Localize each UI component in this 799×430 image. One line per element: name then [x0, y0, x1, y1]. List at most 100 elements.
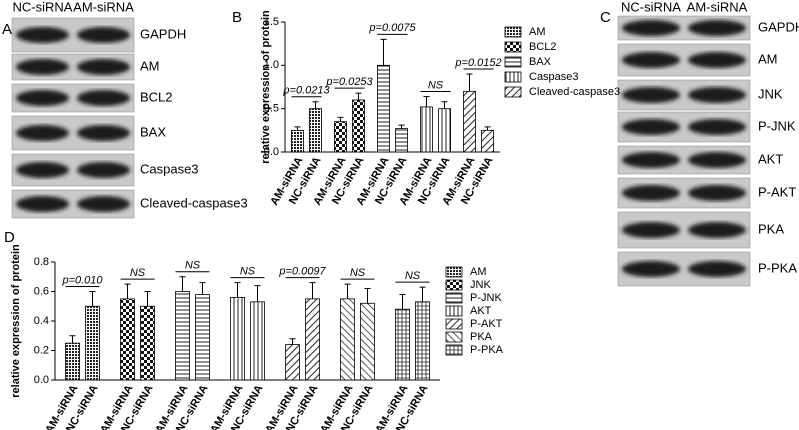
legend-swatch	[445, 344, 463, 356]
legend-label: P-JNK	[470, 292, 502, 304]
blot-band	[688, 52, 746, 68]
blot-band	[16, 27, 69, 43]
blot-row-label: AKT	[758, 151, 783, 166]
blot-band	[77, 196, 130, 212]
blot-row-label: GAPDH	[758, 19, 799, 34]
error-bar	[337, 116, 344, 122]
blot-band	[77, 162, 130, 178]
annotation: NS	[240, 266, 256, 278]
legend-label: P-AKT	[470, 318, 503, 330]
blot-band	[688, 20, 746, 36]
blot-band	[16, 196, 69, 212]
annotation: p=0.010	[61, 274, 103, 286]
bar	[250, 301, 265, 381]
bar	[140, 305, 155, 381]
bar	[415, 301, 430, 381]
bar	[120, 298, 135, 381]
y-tick-label: 0.2	[34, 344, 49, 356]
legend-label: AKT	[470, 305, 492, 317]
legend-swatch	[445, 292, 463, 304]
blot-row-label: Caspase3	[140, 161, 199, 176]
annotation: NS	[428, 79, 444, 91]
annotation: NS	[130, 267, 146, 279]
bar	[420, 106, 433, 153]
blot-band	[622, 152, 680, 168]
error-bar	[380, 38, 387, 66]
bar	[360, 302, 375, 381]
annotation: p=0.0075	[368, 22, 416, 34]
legend-label: PKA	[470, 331, 493, 343]
blot-band	[622, 87, 680, 103]
annotation: p=0.0097	[278, 266, 326, 278]
annotation: NS	[185, 260, 201, 272]
error-bar	[199, 282, 206, 295]
blot-band	[688, 222, 746, 238]
blot-band	[688, 261, 746, 277]
bar	[285, 344, 300, 381]
blot-band	[622, 119, 680, 135]
error-bar	[179, 276, 186, 292]
bar	[175, 291, 190, 381]
legend-label: P-PKA	[470, 344, 504, 356]
legend-label: Cleaved-caspase3	[529, 86, 620, 98]
y-axis-label: relative expression of protein	[260, 10, 272, 164]
error-bar	[419, 286, 426, 302]
panel-label: A	[2, 21, 12, 38]
blot-band	[16, 59, 69, 75]
lane-label: NC-siRNA	[621, 0, 681, 14]
error-bar	[441, 101, 448, 109]
blot-band	[688, 152, 746, 168]
legend-label: JNK	[470, 279, 491, 291]
legend-swatch	[504, 86, 522, 98]
error-bar	[355, 92, 362, 100]
blot-band	[688, 87, 746, 103]
legend-swatch	[504, 56, 522, 68]
error-bar	[466, 73, 473, 92]
legend-label: BAX	[529, 56, 552, 68]
y-tick-label: 0.5	[264, 103, 279, 115]
bar	[65, 342, 80, 381]
y-tick-label: 1.5	[264, 16, 279, 28]
blot-band	[622, 222, 680, 238]
legend-swatch	[504, 41, 522, 53]
bar	[438, 108, 451, 153]
bar	[291, 129, 304, 153]
y-tick-label: 0.6	[34, 285, 49, 297]
bar	[481, 129, 494, 153]
blot-band	[16, 162, 69, 178]
blot-band	[622, 52, 680, 68]
blot-band	[77, 90, 130, 106]
legend-swatch	[504, 26, 522, 38]
error-bar	[398, 124, 405, 129]
blot-row-label: BCL2	[140, 89, 173, 104]
error-bar	[423, 96, 430, 107]
error-bar	[234, 282, 241, 298]
annotation: p=0.0213	[282, 85, 330, 97]
error-bar	[254, 285, 261, 302]
bar	[334, 121, 347, 153]
lane-label: AM-siRNA	[687, 0, 748, 14]
error-bar	[344, 283, 351, 299]
legend-label: BCL2	[529, 41, 557, 53]
error-bar	[399, 293, 406, 310]
blot-row-label: PKA	[758, 221, 784, 236]
bar	[305, 298, 320, 381]
blot-band	[622, 185, 680, 201]
legend-label: Caspase3	[529, 71, 579, 83]
blot-band	[77, 125, 130, 141]
blot-row-label: BAX	[140, 124, 166, 139]
legend-swatch	[445, 279, 463, 291]
blot-row-label: JNK	[758, 86, 783, 101]
lane-label: NC-siRNA	[13, 0, 73, 14]
error-bar	[124, 283, 131, 299]
y-axis-label: relative expression of protein	[10, 244, 22, 398]
panel-label: C	[600, 9, 611, 26]
blot-row-label: P-PKA	[758, 260, 797, 275]
blot-band	[16, 90, 69, 106]
blot-band	[16, 125, 69, 141]
legend-label: AM	[529, 26, 546, 38]
annotation: NS	[405, 270, 421, 282]
blot-row-label: P-AKT	[758, 184, 796, 199]
bar	[195, 294, 210, 381]
